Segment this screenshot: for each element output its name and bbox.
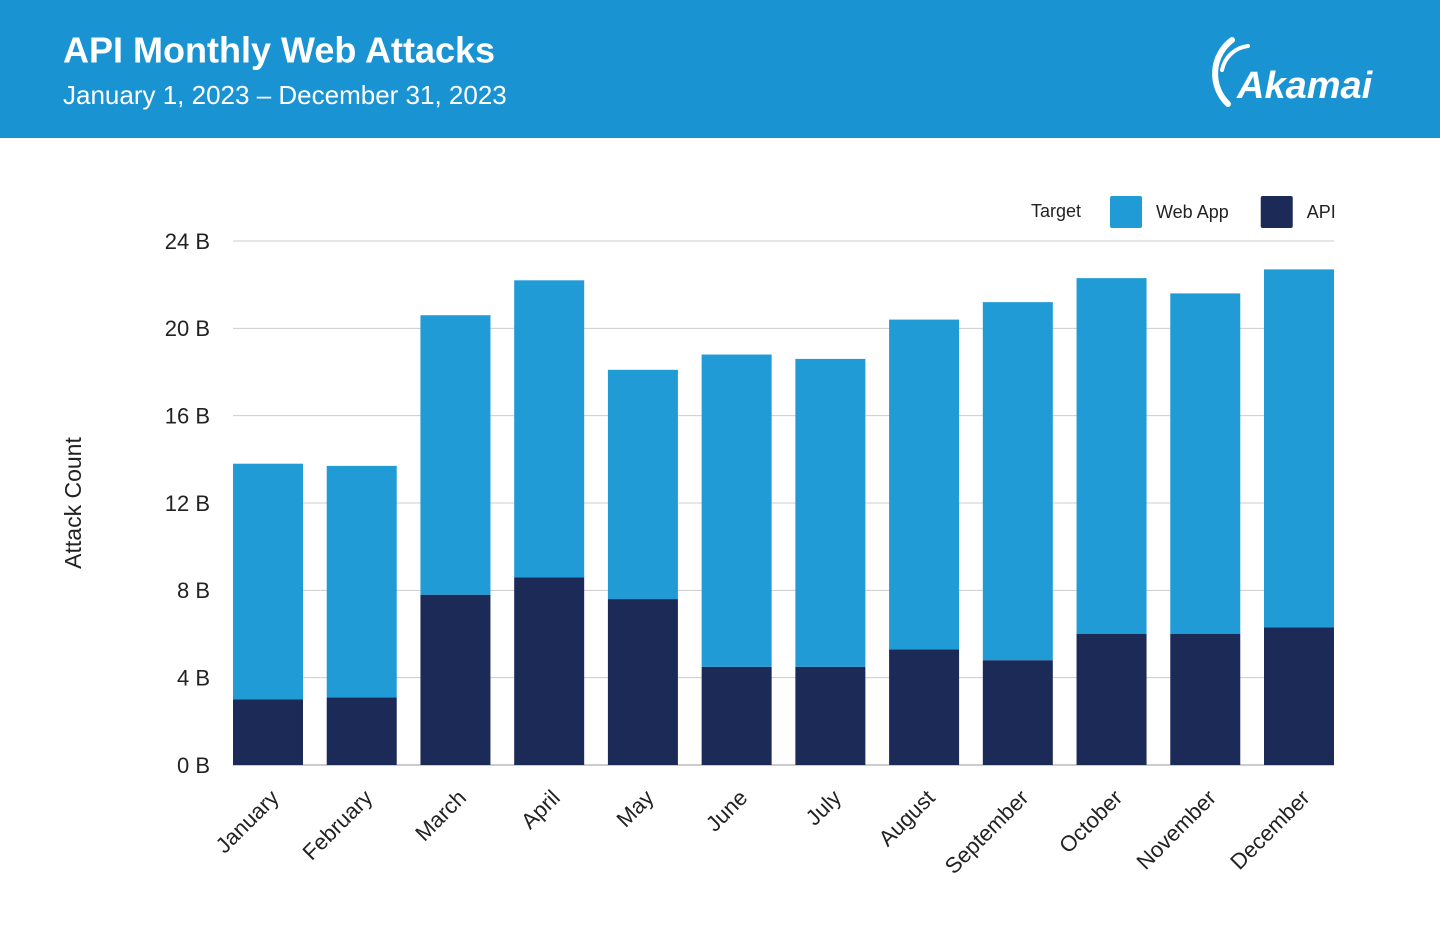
bar-segment xyxy=(607,369,678,600)
bar-segment xyxy=(1170,634,1241,765)
bar-segment xyxy=(889,649,960,765)
bar-segment xyxy=(795,358,866,667)
x-tick-label: October xyxy=(1054,785,1127,858)
logo-arc xyxy=(1212,37,1235,107)
y-tick-label: 12 B xyxy=(165,491,210,516)
logo: Akamai xyxy=(1236,65,1374,107)
bar-segment xyxy=(982,660,1053,765)
x-tick-label: July xyxy=(801,785,846,830)
bar-segment xyxy=(1170,293,1241,634)
legend-swatch xyxy=(1260,196,1293,228)
x-tick-label: December xyxy=(1225,785,1314,874)
bar-segment xyxy=(701,354,772,667)
y-tick-label: 8 B xyxy=(177,578,210,603)
bar-segment xyxy=(1076,278,1147,634)
x-tick-label: August xyxy=(874,785,940,851)
chart-title: API Monthly Web Attacks xyxy=(63,30,495,71)
bar-segment xyxy=(1264,269,1334,628)
x-tick-label: April xyxy=(516,785,565,834)
bar-segment xyxy=(514,577,585,765)
bar-segment xyxy=(233,463,303,700)
y-tick-label: 16 B xyxy=(165,403,210,428)
bar-segment xyxy=(889,319,960,650)
x-tick-label: February xyxy=(297,785,377,865)
bar-segment xyxy=(795,666,866,765)
bar-segment xyxy=(1076,634,1147,765)
legend-title: Target xyxy=(1031,201,1081,221)
bar-segment xyxy=(1264,627,1334,765)
bar-segment xyxy=(233,699,303,765)
bar-segment xyxy=(326,697,397,765)
x-tick-label: May xyxy=(611,785,658,832)
header-band xyxy=(0,0,1440,138)
bar-segment xyxy=(982,302,1053,661)
bar-segment xyxy=(701,666,772,765)
x-tick-label: September xyxy=(940,785,1034,879)
bar-segment xyxy=(420,594,491,765)
x-tick-label: June xyxy=(701,785,752,836)
bar-segment xyxy=(607,599,678,765)
bar-segment xyxy=(420,315,491,595)
y-tick-label: 20 B xyxy=(165,316,210,341)
bar-segment xyxy=(326,465,397,698)
bar-segment xyxy=(514,280,585,578)
x-tick-label: January xyxy=(211,785,284,858)
y-tick-label: 4 B xyxy=(177,665,210,690)
x-tick-label: November xyxy=(1131,785,1220,874)
chart-subtitle: January 1, 2023 – December 31, 2023 xyxy=(63,80,507,110)
legend-label: Web App xyxy=(1156,202,1229,222)
y-axis-title: Attack Count xyxy=(60,437,86,569)
y-tick-label: 0 B xyxy=(177,753,210,778)
y-tick-label: 24 B xyxy=(165,229,210,254)
legend-label: API xyxy=(1307,202,1336,222)
logo-arc xyxy=(1220,44,1250,72)
x-tick-label: March xyxy=(410,785,471,846)
legend-swatch xyxy=(1110,196,1142,228)
